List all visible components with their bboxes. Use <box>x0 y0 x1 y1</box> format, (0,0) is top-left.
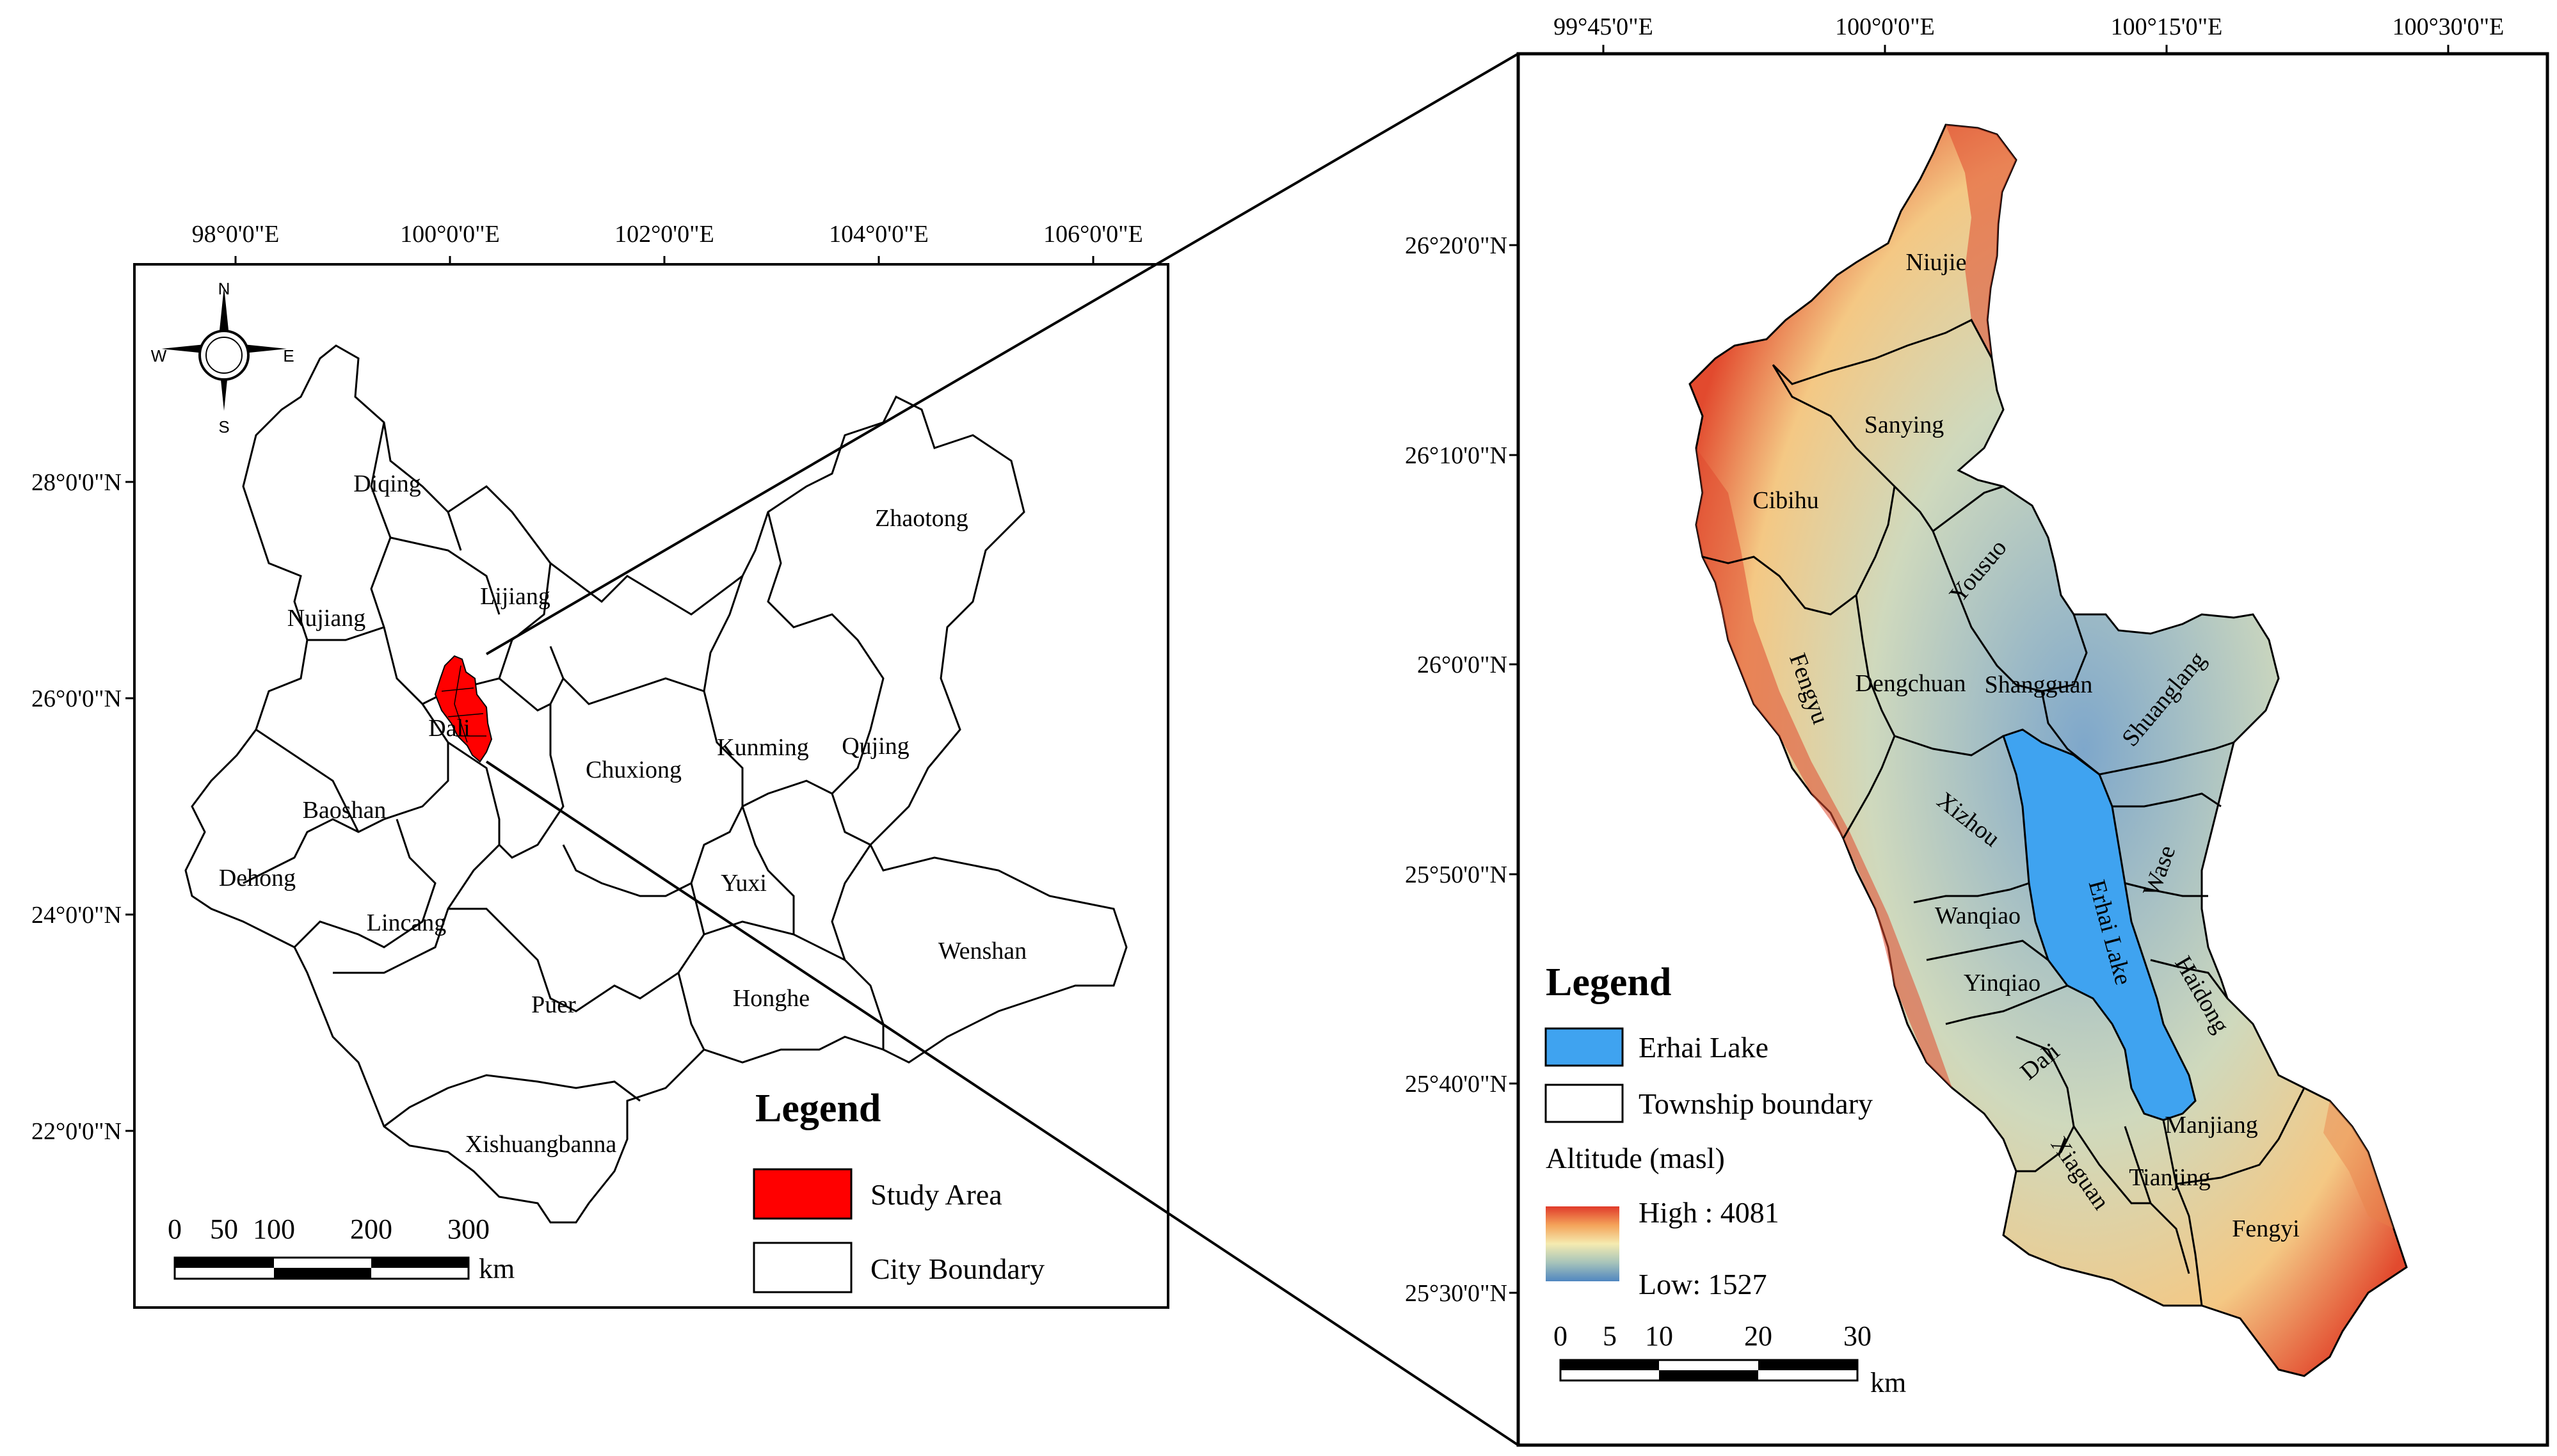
legend-label-township-boundary: Township boundary <box>1639 1087 1873 1120</box>
city-label: Lincang <box>367 909 447 936</box>
legend-label-erhai-lake: Erhai Lake <box>1639 1031 1768 1064</box>
city-label: Lijiang <box>480 583 550 610</box>
township-label: Sanying <box>1864 412 1944 438</box>
lat-tick: 25°40'0"N <box>1405 1071 1507 1098</box>
legend-swatch-township-boundary <box>1544 1084 1624 1123</box>
lon-tick: 100°30'0"E <box>2393 13 2505 40</box>
city-label: Qujing <box>842 733 910 760</box>
scale-label: 100 <box>253 1213 295 1245</box>
township-label: Cibihu <box>1752 487 1818 514</box>
township-label: Dengchuan <box>1855 670 1966 697</box>
compass-s: S <box>218 417 229 436</box>
study-scale-bar: 0 5 10 20 30 km <box>1553 1320 1906 1398</box>
township-label: Manjiang <box>2165 1112 2258 1139</box>
city-boundaries <box>243 422 885 1128</box>
legend-altitude-low: Low: 1527 <box>1639 1268 1767 1300</box>
lon-tick: 100°15'0"E <box>2111 13 2223 40</box>
overview-lat-ticks: 28°0'0"N 26°0'0"N 24°0'0"N 22°0'0"N <box>31 469 134 1145</box>
city-label: Nujiang <box>287 605 365 632</box>
scale-label: 10 <box>1645 1320 1673 1352</box>
city-label: Dehong <box>219 865 296 892</box>
city-label: Zhaotong <box>875 505 968 532</box>
scale-label: 50 <box>210 1213 238 1245</box>
lon-tick: 99°45'0"E <box>1553 13 1653 40</box>
altitude-color-ramp <box>1546 1206 1619 1281</box>
scale-label: 200 <box>350 1213 392 1245</box>
township-label: Shangguan <box>1985 671 2093 698</box>
scale-label: 5 <box>1603 1320 1617 1352</box>
scale-label: 300 <box>447 1213 490 1245</box>
city-label: Dali <box>428 715 470 742</box>
township-label: Tianjing <box>2129 1164 2210 1191</box>
city-label: Kunming <box>717 734 809 761</box>
city-label: Baoshan <box>303 797 387 824</box>
lon-tick: 104°0'0"E <box>829 221 929 248</box>
township-boundaries <box>1702 319 2305 1306</box>
lon-tick: 98°0'0"E <box>192 221 280 248</box>
erhai-lake <box>2002 728 2197 1121</box>
study-lon-ticks: 99°45'0"E 100°0'0"E 100°15'0"E 100°30'0"… <box>1553 13 2504 54</box>
compass-e: E <box>283 346 294 365</box>
overview-lon-ticks: 98°0'0"E 100°0'0"E 102°0'0"E 104°0'0"E 1… <box>192 221 1143 264</box>
lat-tick: 26°0'0"N <box>1417 652 1507 678</box>
lat-tick: 26°20'0"N <box>1405 232 1507 259</box>
zoom-connector-top <box>485 52 1519 655</box>
scale-label: 30 <box>1843 1320 1872 1352</box>
compass-w: W <box>151 346 167 365</box>
study-legend-title: Legend <box>1546 961 1671 1004</box>
lon-tick: 102°0'0"E <box>614 221 714 248</box>
lat-tick: 26°0'0"N <box>31 685 122 712</box>
overview-map: 98°0'0"E 100°0'0"E 102°0'0"E 104°0'0"E 1… <box>31 52 1519 1446</box>
north-arrow-icon: N S E W <box>151 279 294 436</box>
study-lat-ticks: 26°20'0"N 26°10'0"N 26°0'0"N 25°50'0"N 2… <box>1405 232 1518 1307</box>
study-area-dali <box>434 655 493 763</box>
township-label: Yinqiao <box>1964 970 2040 996</box>
scale-label: 0 <box>168 1213 182 1245</box>
city-label: Diqing <box>353 470 421 497</box>
township-label: Niujie <box>1906 249 1967 276</box>
lat-tick: 26°10'0"N <box>1405 442 1507 469</box>
legend-altitude-title: Altitude (masl) <box>1546 1142 1725 1174</box>
lon-tick: 106°0'0"E <box>1043 221 1143 248</box>
overview-scale-bar: 0 50 100 200 300 km <box>168 1213 515 1284</box>
city-label: Xishuangbanna <box>465 1131 617 1158</box>
scale-label: 0 <box>1553 1320 1567 1352</box>
city-label: Yuxi <box>721 870 767 897</box>
legend-swatch-erhai-lake <box>1544 1027 1624 1067</box>
lat-tick: 25°30'0"N <box>1405 1280 1507 1307</box>
study-legend: Legend Erhai Lake Township boundary Alti… <box>1544 961 1873 1300</box>
scale-unit: km <box>479 1253 515 1284</box>
legend-swatch-study-area <box>753 1168 853 1220</box>
township-label: Wanqiao <box>1935 902 2021 929</box>
city-label: Wenshan <box>938 938 1027 964</box>
township-label: Fengyi <box>2232 1215 2300 1242</box>
lat-tick: 24°0'0"N <box>31 902 122 929</box>
study-area-map: 99°45'0"E 100°0'0"E 100°15'0"E 100°30'0"… <box>1405 13 2549 1447</box>
legend-label-city-boundary: City Boundary <box>870 1252 1045 1285</box>
legend-label-study-area: Study Area <box>870 1178 1002 1211</box>
legend-swatch-city-boundary <box>753 1242 853 1293</box>
city-label: Chuxiong <box>586 756 682 783</box>
lat-tick: 28°0'0"N <box>31 469 122 496</box>
highland-southeast <box>2323 1101 2394 1229</box>
city-label: Honghe <box>733 985 810 1012</box>
highland-west <box>1696 448 1952 1088</box>
city-labels: Diqing Lijiang Nujiang Zhaotong Dali Chu… <box>219 470 1027 1158</box>
city-label: Puer <box>531 991 576 1018</box>
scale-unit: km <box>1870 1367 1906 1398</box>
study-area-internal-lines <box>441 665 486 743</box>
lon-tick: 100°0'0"E <box>400 221 500 248</box>
scale-label: 20 <box>1744 1320 1772 1352</box>
legend-altitude-high: High : 4081 <box>1639 1196 1779 1229</box>
overview-legend: Legend Study Area City Boundary <box>753 1087 1045 1293</box>
lat-tick: 22°0'0"N <box>31 1118 122 1145</box>
lon-tick: 100°0'0"E <box>1835 13 1935 40</box>
compass-n: N <box>218 279 230 298</box>
highland-north <box>1946 125 2016 358</box>
zoom-connector-bottom <box>485 760 1519 1446</box>
overview-legend-title: Legend <box>755 1087 881 1130</box>
lat-tick: 25°50'0"N <box>1405 861 1507 888</box>
